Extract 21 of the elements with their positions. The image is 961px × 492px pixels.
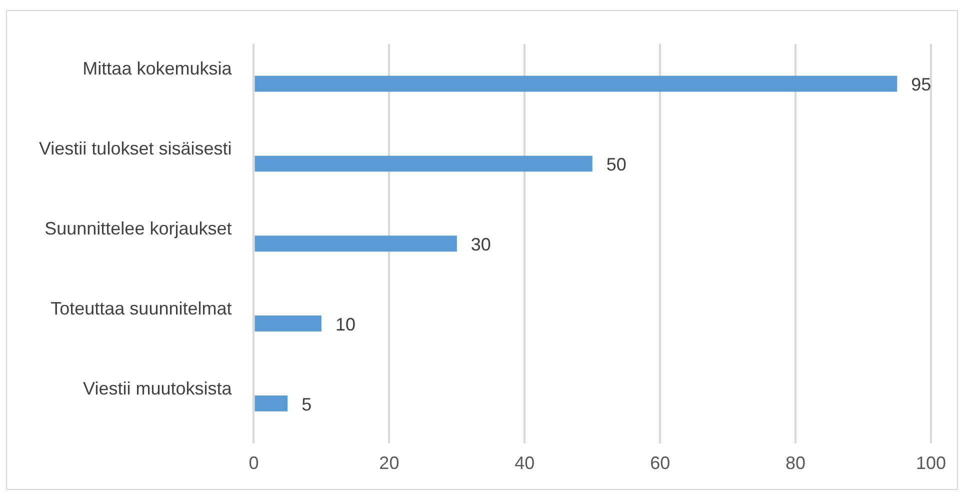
- y-tick-label: Mittaa kokemuksia: [82, 58, 233, 79]
- x-tick-label: 80: [786, 453, 806, 474]
- x-tick-label: 100: [916, 453, 946, 474]
- data-label: 95: [911, 74, 932, 95]
- y-tick-label: Viestii tulokset sisäisesti: [38, 138, 232, 159]
- y-tick-label: Suunnittelee korjaukset: [44, 218, 232, 239]
- x-tick-label: 40: [514, 453, 535, 474]
- bar: [254, 395, 288, 412]
- x-tick-label: 0: [248, 453, 259, 474]
- data-label: 10: [335, 314, 356, 334]
- bar: [254, 156, 592, 172]
- bar: [254, 236, 457, 252]
- y-tick-label: Toteuttaa suunnitelmat: [50, 298, 232, 318]
- x-tick-label: 20: [379, 453, 400, 474]
- data-label: 5: [302, 394, 312, 414]
- y-tick-label: Viestii muutoksista: [83, 378, 233, 398]
- bar: [254, 76, 898, 92]
- bar: [254, 316, 322, 332]
- data-label: 50: [606, 154, 626, 175]
- x-tick-label: 60: [650, 453, 670, 474]
- data-label: 30: [470, 234, 491, 255]
